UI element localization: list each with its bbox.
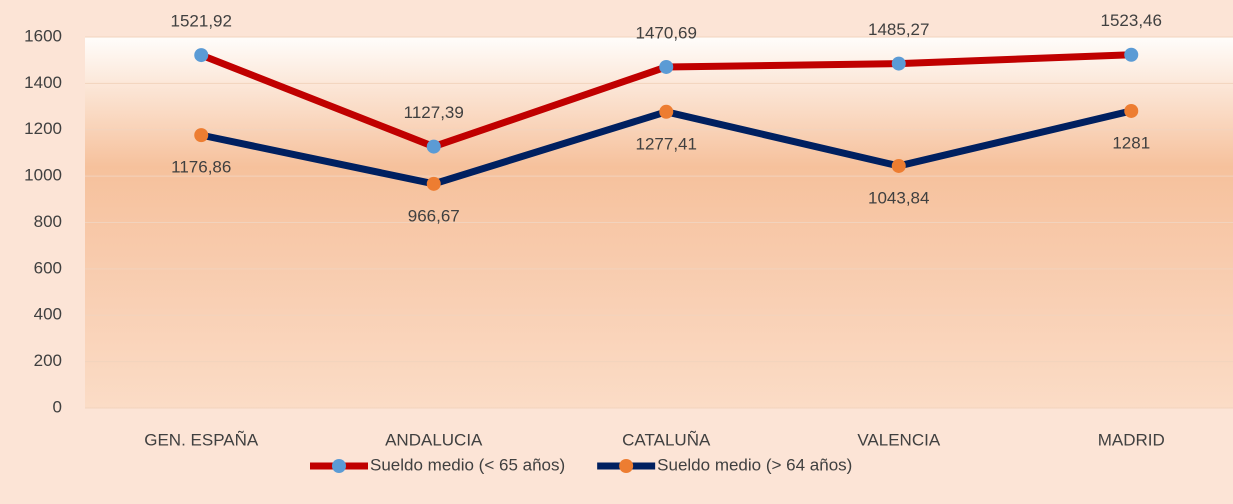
data-label: 1277,41 <box>636 134 697 153</box>
legend-marker <box>332 459 346 473</box>
x-tick-label: GEN. ESPAÑA <box>144 430 259 449</box>
y-tick-label: 1600 <box>24 26 62 45</box>
marker <box>659 59 674 74</box>
marker <box>1124 103 1139 118</box>
y-tick-label: 1000 <box>24 166 62 185</box>
y-tick-label: 200 <box>34 351 62 370</box>
data-label: 1521,92 <box>171 12 232 31</box>
marker <box>891 56 906 71</box>
data-label: 1281 <box>1112 133 1150 152</box>
y-tick-label: 600 <box>34 258 62 277</box>
x-tick-label: CATALUÑA <box>622 430 711 449</box>
y-tick-label: 800 <box>34 212 62 231</box>
data-label: 1043,84 <box>868 188 929 207</box>
y-tick-label: 0 <box>53 397 62 416</box>
data-label: 1470,69 <box>636 23 697 42</box>
legend-label: Sueldo medio (< 65 años) <box>370 455 565 474</box>
legend-marker <box>619 459 634 473</box>
marker <box>426 176 441 191</box>
marker <box>194 128 209 143</box>
marker <box>426 139 441 154</box>
x-tick-label: VALENCIA <box>857 430 940 449</box>
marker <box>1124 47 1139 62</box>
marker <box>659 104 674 119</box>
x-tick-label: MADRID <box>1098 430 1165 449</box>
y-tick-label: 400 <box>34 305 62 324</box>
x-tick-label: ANDALUCIA <box>385 430 483 449</box>
legend-label: Sueldo medio (> 64 años) <box>657 455 852 474</box>
y-tick-label: 1200 <box>24 119 62 138</box>
data-label: 1523,46 <box>1101 11 1162 30</box>
y-tick-label: 1400 <box>24 73 62 92</box>
data-label: 1485,27 <box>868 20 929 39</box>
data-label: 1127,39 <box>404 103 464 122</box>
marker <box>194 48 209 63</box>
data-label: 966,67 <box>408 206 460 225</box>
marker <box>891 158 906 173</box>
data-label: 1176,86 <box>171 158 231 177</box>
